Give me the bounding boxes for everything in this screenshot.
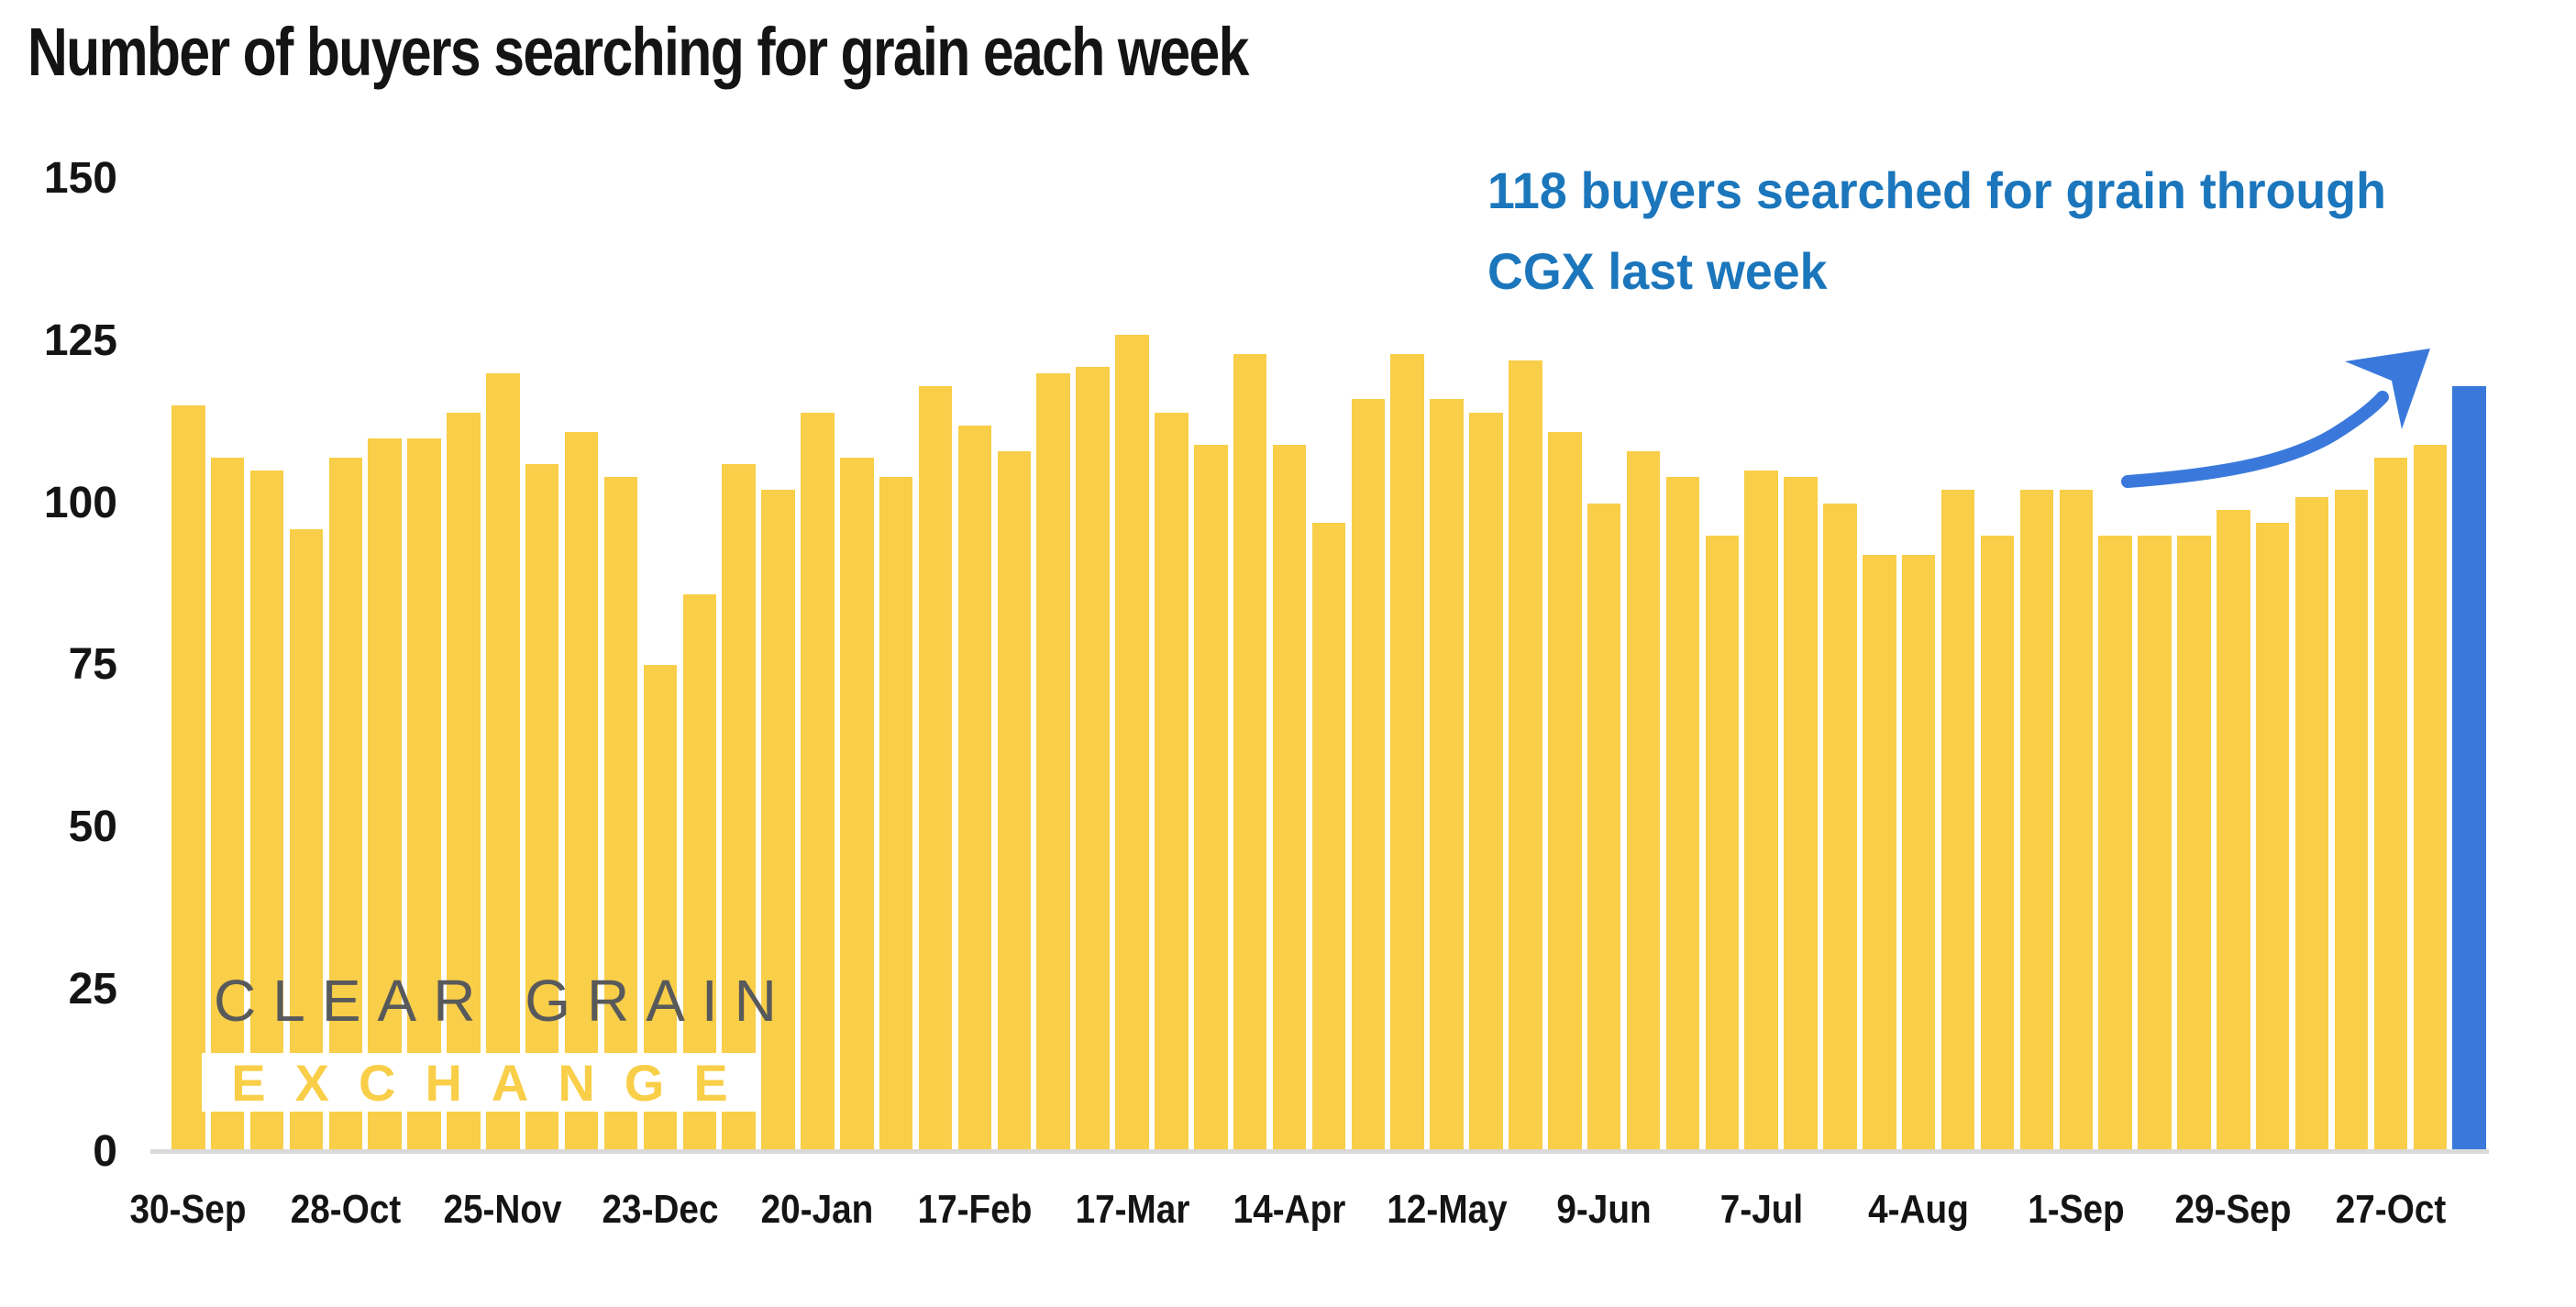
bar	[1823, 503, 1857, 1152]
y-tick-label: 100	[43, 478, 117, 527]
bar	[368, 438, 402, 1152]
bar	[2255, 522, 2290, 1152]
bar	[2294, 496, 2329, 1152]
highlight-bar	[2452, 386, 2486, 1152]
x-tick-label: 29-Sep	[2174, 1187, 2292, 1232]
x-tick-label: 1-Sep	[2028, 1187, 2125, 1232]
y-tick-label: 0	[93, 1127, 117, 1176]
watermark-exchange: EXCHANGE	[231, 1053, 757, 1112]
y-tick-label: 50	[68, 803, 117, 852]
bar	[210, 458, 245, 1152]
bar	[249, 471, 284, 1152]
bar	[486, 373, 520, 1152]
bar	[1863, 555, 1896, 1152]
bar	[2217, 509, 2250, 1152]
y-tick-label: 25	[68, 965, 117, 1014]
bar	[2059, 490, 2094, 1152]
bar	[1076, 367, 1110, 1152]
watermark-exchange-band: EXCHANGE	[202, 1053, 757, 1112]
bar	[1548, 431, 1582, 1152]
bar	[1194, 444, 1228, 1152]
bar	[1036, 373, 1070, 1152]
annotation-text: 118 buyers searched for grain through CG…	[1487, 150, 2517, 312]
y-tick-label: 75	[68, 640, 117, 690]
bar	[2019, 490, 2054, 1152]
x-tick-label: 17-Mar	[1075, 1187, 1189, 1232]
bar	[328, 458, 363, 1152]
annotation-line1: 118 buyers searched for grain through	[1487, 161, 2386, 219]
bar	[1587, 503, 1621, 1152]
bar	[801, 412, 835, 1152]
bar	[2098, 535, 2132, 1152]
watermark-clear-grain: CLEAR GRAIN	[214, 968, 793, 1034]
bar	[603, 477, 638, 1152]
bar	[1115, 334, 1149, 1152]
bar	[1980, 535, 2015, 1152]
bar	[2138, 535, 2172, 1152]
bar	[1233, 353, 1267, 1152]
bar	[957, 425, 992, 1152]
bar	[407, 438, 441, 1152]
x-tick-label: 4-Aug	[1868, 1187, 1970, 1232]
x-tick-label: 20-Jan	[761, 1187, 874, 1232]
bar	[1155, 412, 1188, 1152]
bar	[1705, 535, 1740, 1152]
bar	[1272, 444, 1307, 1152]
bar	[1311, 522, 1346, 1152]
trend-arrow-icon	[2121, 349, 2430, 488]
x-tick-label: 28-Oct	[290, 1187, 402, 1232]
bar	[2334, 490, 2369, 1152]
bar	[2413, 444, 2447, 1152]
bar	[447, 412, 481, 1152]
annotation-line2: CGX last week	[1487, 242, 1828, 300]
bar	[564, 431, 599, 1152]
bar	[1626, 451, 1661, 1152]
bar	[289, 528, 324, 1152]
y-tick-label: 150	[43, 153, 117, 203]
bar	[1940, 490, 1975, 1152]
bar	[918, 386, 953, 1152]
y-tick-label: 125	[43, 316, 117, 365]
bar	[1665, 477, 1700, 1152]
bar	[1430, 399, 1464, 1152]
x-tick-label: 9-Jun	[1556, 1187, 1652, 1232]
bar	[1390, 353, 1424, 1152]
chart-title: Number of buyers searching for grain eac…	[28, 14, 1249, 90]
bar	[2373, 458, 2408, 1152]
x-axis-baseline	[150, 1149, 2489, 1154]
bar	[525, 464, 559, 1152]
bar	[997, 451, 1032, 1152]
x-tick-label: 17-Feb	[917, 1187, 1033, 1232]
bar	[840, 458, 874, 1152]
x-tick-label: 27-Oct	[2335, 1187, 2447, 1232]
bar	[1509, 360, 1542, 1152]
bar	[1901, 555, 1936, 1152]
bar	[761, 490, 795, 1152]
bar	[1469, 412, 1503, 1152]
bar	[1744, 471, 1778, 1152]
bar	[1784, 477, 1818, 1152]
x-tick-label: 14-Apr	[1233, 1187, 1346, 1232]
x-tick-label: 30-Sep	[129, 1187, 247, 1232]
bar	[1351, 399, 1386, 1152]
bar	[2177, 535, 2211, 1152]
x-tick-label: 23-Dec	[602, 1187, 719, 1232]
bar	[171, 405, 205, 1152]
bar	[722, 464, 756, 1152]
x-tick-label: 25-Nov	[443, 1187, 562, 1232]
bar	[879, 477, 913, 1152]
x-tick-label: 7-Jul	[1719, 1187, 1803, 1232]
x-tick-label: 12-May	[1386, 1187, 1508, 1232]
